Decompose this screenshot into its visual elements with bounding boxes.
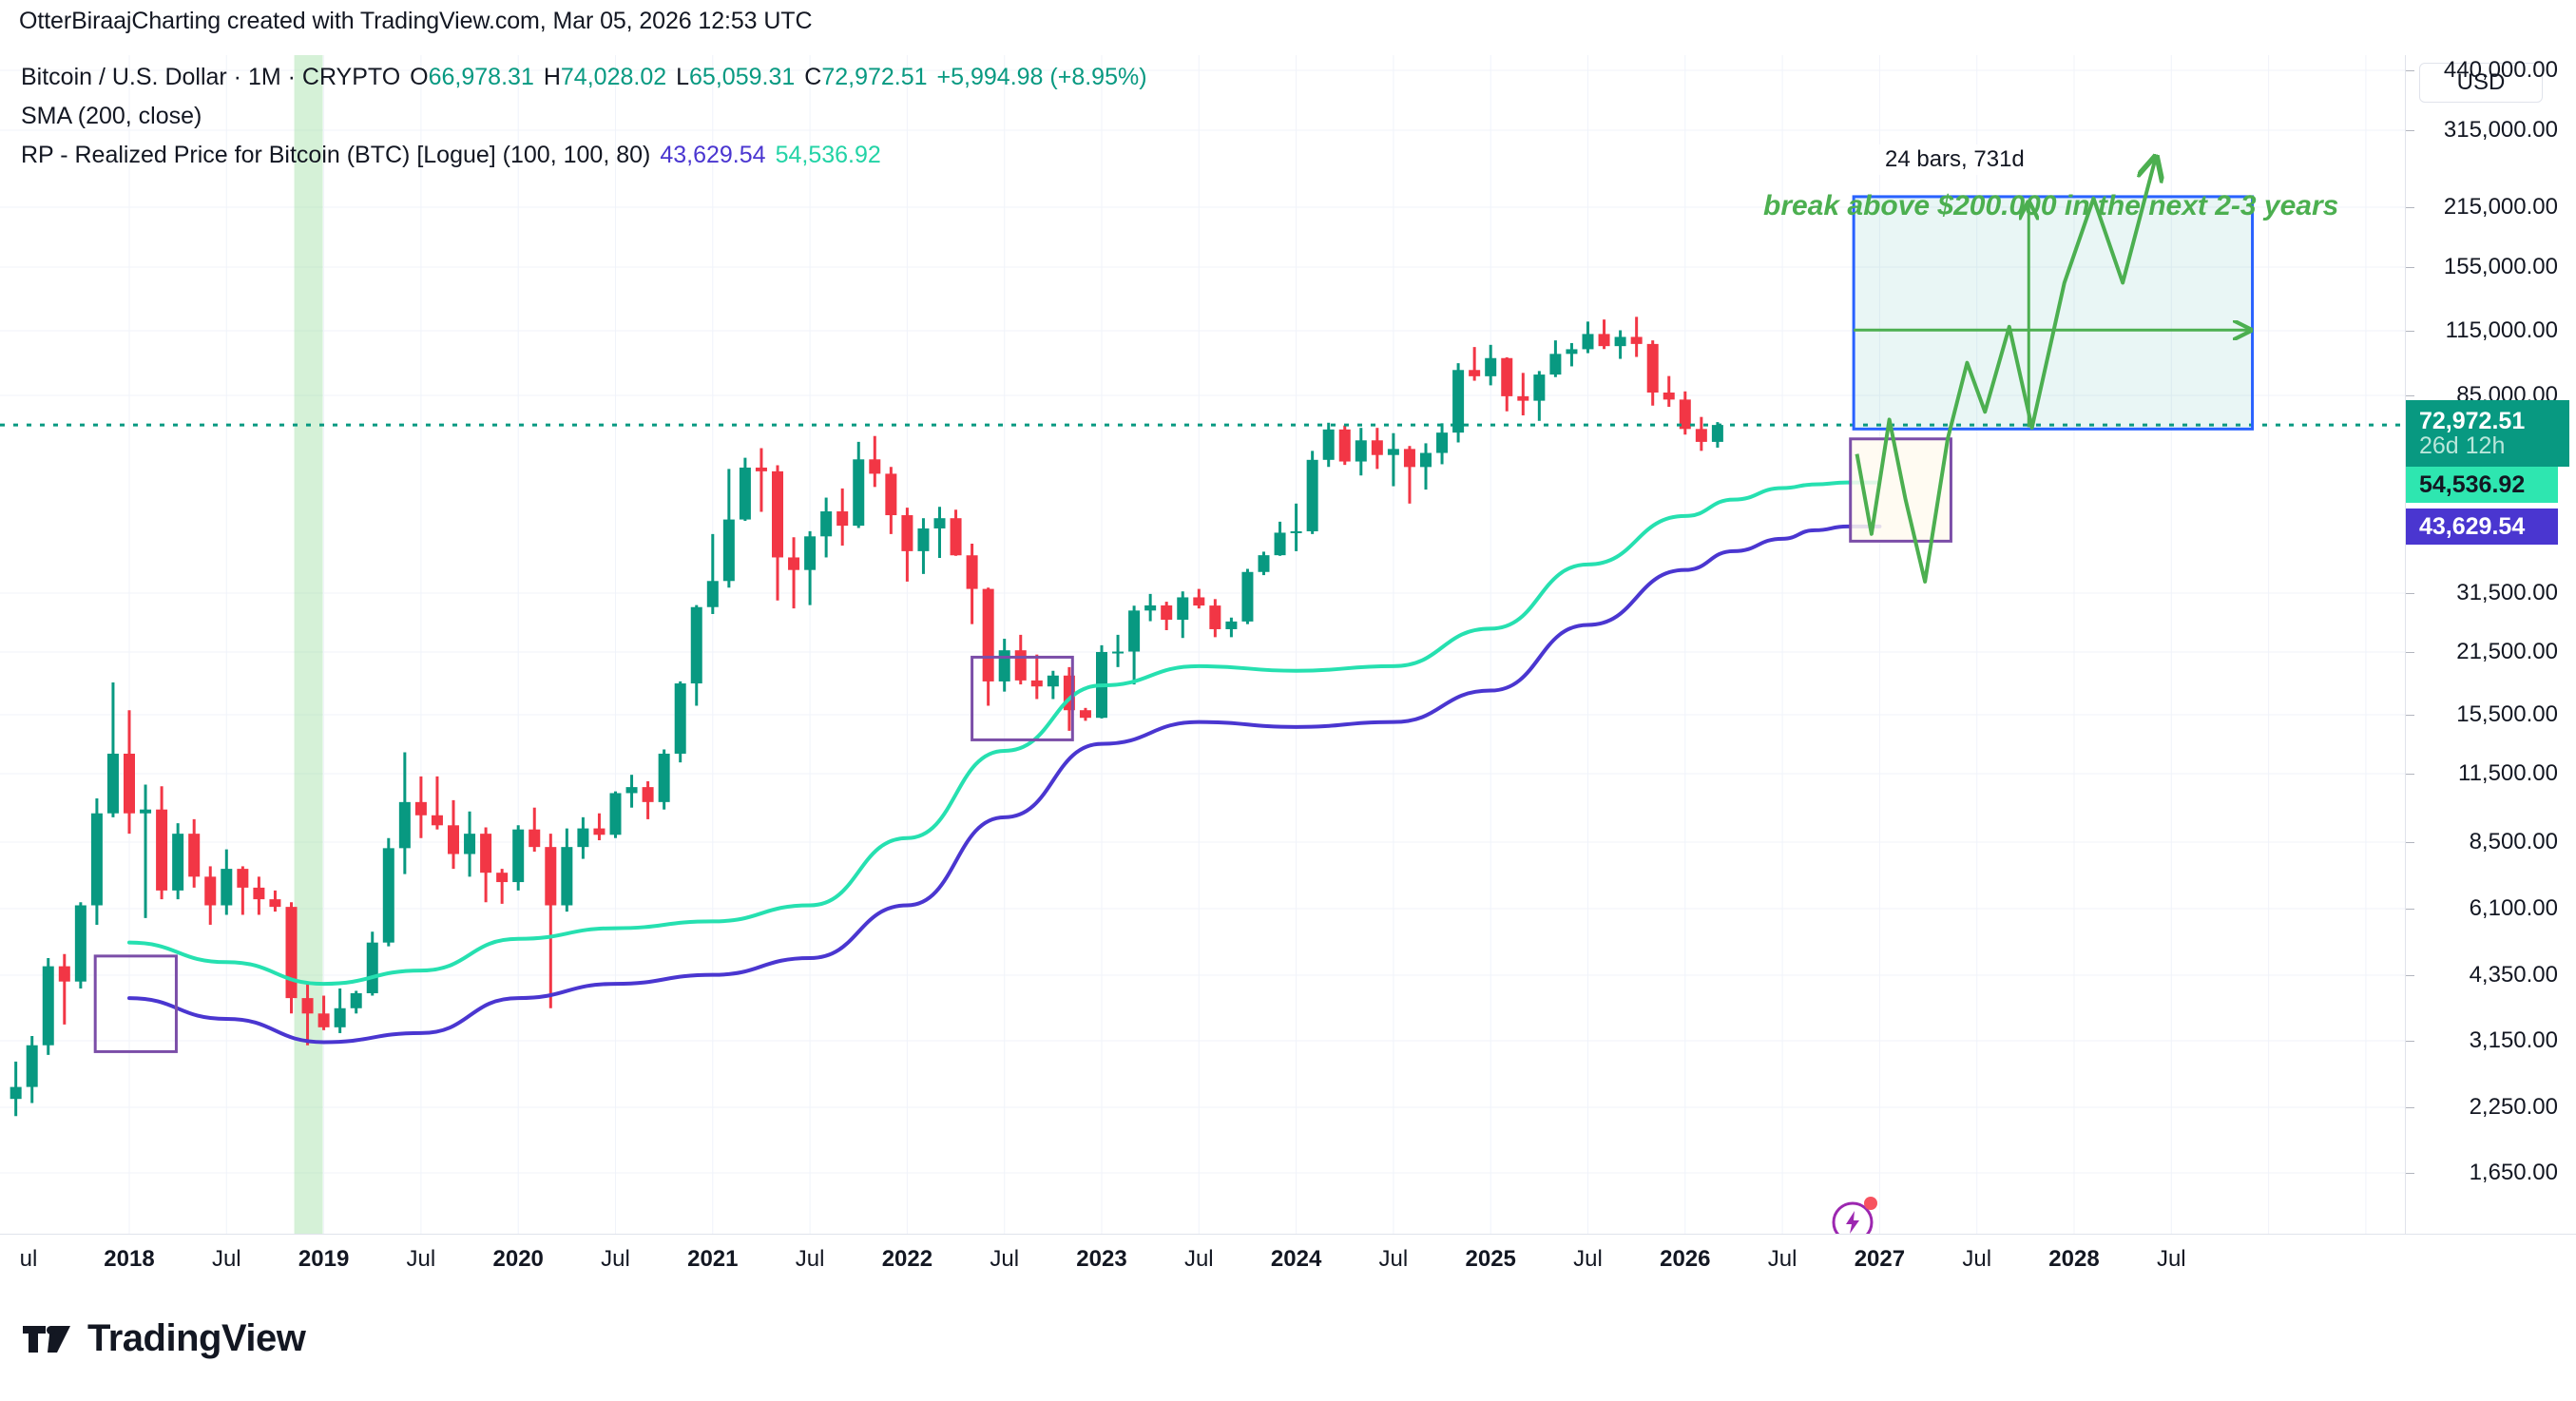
- price-badge-last-price[interactable]: 72,972.51 26d 12h: [2406, 400, 2569, 468]
- legend-close-value: 72,972.51: [821, 64, 928, 90]
- tradingview-logo[interactable]: TradingView: [21, 1317, 306, 1360]
- chart-legend: Bitcoin / U.S. Dollar · 1M · CRYPTO O66,9…: [21, 59, 1147, 174]
- price-tick-mark: [2406, 130, 2414, 131]
- price-tick-mark: [2406, 267, 2414, 268]
- price-tick-label: 155,000.00: [2443, 254, 2558, 279]
- time-tick-label: Jul: [211, 1246, 241, 1272]
- time-tick-label: 2028: [2048, 1246, 2100, 1272]
- price-tick-label: 31,500.00: [2456, 580, 2558, 605]
- price-tick-mark: [2406, 1107, 2414, 1108]
- time-tick-label: ul: [19, 1246, 38, 1272]
- legend-close-key: C: [804, 64, 822, 90]
- price-tick-mark: [2406, 652, 2414, 653]
- legend-sma-label: SMA (200, close): [21, 103, 202, 129]
- time-tick-label: Jul: [990, 1246, 1020, 1272]
- chart-canvas: [0, 55, 2405, 1234]
- tradingview-logo-text: TradingView: [87, 1317, 306, 1359]
- price-tick-label: 2,250.00: [2469, 1094, 2558, 1120]
- time-tick-label: Jul: [795, 1246, 825, 1272]
- time-tick-label: Jul: [2156, 1246, 2186, 1272]
- time-tick-label: 2018: [104, 1246, 155, 1272]
- legend-rp-row[interactable]: RP - Realized Price for Bitcoin (BTC) [L…: [21, 137, 1147, 174]
- price-tick-mark: [2406, 1173, 2414, 1174]
- currency-chip[interactable]: USD: [2419, 63, 2543, 103]
- price-tick-mark: [2406, 774, 2414, 775]
- price-badge-rp-upper[interactable]: 54,536.92: [2406, 467, 2558, 504]
- price-badge-value: 72,972.51: [2419, 407, 2526, 434]
- price-tick-mark: [2406, 975, 2414, 976]
- time-tick-label: 2026: [1660, 1246, 1711, 1272]
- price-tick-mark: [2406, 207, 2414, 208]
- time-tick-label: Jul: [1767, 1246, 1797, 1272]
- time-tick-label: Jul: [1573, 1246, 1603, 1272]
- bars-measure-label: 24 bars, 731d: [1877, 144, 2032, 175]
- price-tick-label: 440,000.00: [2443, 57, 2558, 83]
- price-tick-label: 8,500.00: [2469, 829, 2558, 854]
- price-tick-label: 3,150.00: [2469, 1027, 2558, 1053]
- time-tick-label: 2025: [1465, 1246, 1516, 1272]
- time-tick-label: 2022: [881, 1246, 933, 1272]
- price-tick-label: 1,650.00: [2469, 1160, 2558, 1185]
- price-badge-value: 54,536.92: [2419, 470, 2526, 498]
- legend-low-key: L: [676, 64, 690, 90]
- price-tick-label: 115,000.00: [2445, 317, 2558, 343]
- price-axis[interactable]: USD 440,000.00 315,000.00 215,000.00 155,00…: [2405, 55, 2576, 1234]
- legend-high-key: H: [543, 64, 561, 90]
- price-tick-mark: [2406, 715, 2414, 716]
- legend-low-value: 65,059.31: [689, 64, 796, 90]
- time-tick-label: 2027: [1854, 1246, 1906, 1272]
- time-tick-label: 2020: [492, 1246, 544, 1272]
- price-tick-label: 315,000.00: [2443, 117, 2558, 143]
- price-tick-label: 4,350.00: [2469, 962, 2558, 988]
- price-badge-rp-lower[interactable]: 43,629.54: [2406, 509, 2558, 546]
- time-tick-label: Jul: [406, 1246, 436, 1272]
- watermark-text: OtterBiraajCharting created with Trading…: [19, 8, 813, 34]
- time-tick-label: Jul: [1962, 1246, 1992, 1272]
- legend-open-value: 66,978.31: [428, 64, 534, 90]
- time-tick-label: 2019: [298, 1246, 350, 1272]
- notification-dot-icon: [1864, 1197, 1877, 1210]
- price-tick-mark: [2406, 1041, 2414, 1042]
- legend-open-key: O: [410, 64, 429, 90]
- time-tick-label: Jul: [601, 1246, 630, 1272]
- time-axis[interactable]: ul 2018 Jul 2019 Jul 2020 Jul 2021 Jul 2022 Jul 202…: [0, 1234, 2576, 1294]
- price-tick-label: 6,100.00: [2469, 895, 2558, 921]
- price-tick-label: 215,000.00: [2443, 194, 2558, 220]
- time-tick-label: 2024: [1270, 1246, 1322, 1272]
- time-tick-label: 2023: [1076, 1246, 1127, 1272]
- legend-rp-lower-value: 43,629.54: [660, 142, 766, 168]
- price-tick-label: 11,500.00: [2458, 760, 2558, 786]
- tradingview-mark-icon: [23, 1325, 70, 1353]
- price-tick-mark: [2406, 842, 2414, 843]
- price-tick-mark: [2406, 909, 2414, 910]
- chart-plot-area[interactable]: [0, 55, 2405, 1234]
- time-tick-label: Jul: [1378, 1246, 1409, 1272]
- legend-rp-upper-value: 54,536.92: [775, 142, 881, 168]
- price-tick-mark: [2406, 395, 2414, 396]
- forecast-annotation-text: break above $200.000 in the next 2-3 yea…: [1763, 190, 2339, 221]
- price-tick-mark: [2406, 70, 2414, 71]
- price-badge-value: 43,629.54: [2419, 512, 2526, 540]
- price-tick-label: 15,500.00: [2456, 701, 2558, 727]
- legend-symbol-row[interactable]: Bitcoin / U.S. Dollar · 1M · CRYPTO O66,9…: [21, 59, 1147, 96]
- time-tick-label: Jul: [1183, 1246, 1214, 1272]
- price-tick-label: 21,500.00: [2456, 639, 2558, 664]
- legend-sma-row[interactable]: SMA (200, close): [21, 98, 1147, 135]
- price-tick-mark: [2406, 331, 2414, 332]
- legend-symbol: Bitcoin / U.S. Dollar · 1M · CRYPTO: [21, 64, 401, 90]
- legend-rp-label: RP - Realized Price for Bitcoin (BTC) [L…: [21, 142, 651, 168]
- legend-high-value: 74,028.02: [560, 64, 667, 90]
- legend-change-value: +5,994.98 (+8.95%): [936, 64, 1147, 90]
- time-tick-label: 2021: [687, 1246, 739, 1272]
- price-tick-mark: [2406, 593, 2414, 594]
- price-badge-countdown: 26d 12h: [2419, 432, 2506, 460]
